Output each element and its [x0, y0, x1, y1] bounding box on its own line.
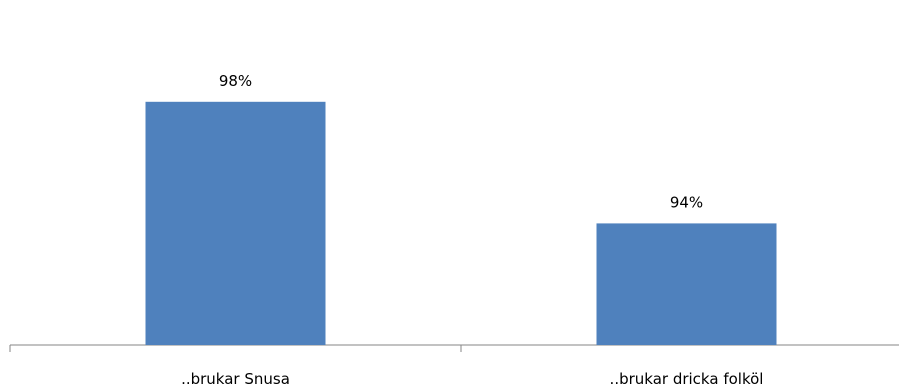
data-label-1: 94% [670, 193, 703, 211]
bar-1 [596, 223, 777, 345]
bars-group [145, 101, 777, 345]
category-label-1: ..brukar dricka folköl [610, 370, 764, 388]
category-label-0: ..brukar Snusa [181, 370, 290, 388]
data-label-0: 98% [219, 72, 252, 90]
bar-0 [145, 101, 326, 345]
labels-group: 98% ..brukar Snusa 94% ..brukar dricka folk… [181, 72, 763, 388]
